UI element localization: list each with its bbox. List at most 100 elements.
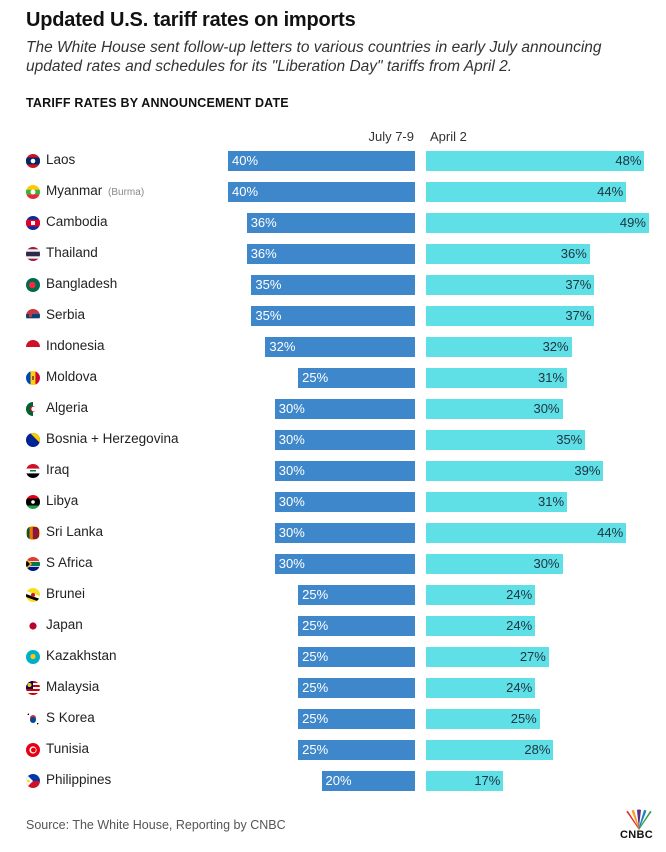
- chart-row-bosnia-herzegovina: Bosnia + Herzegovina 30% 35%: [0, 427, 666, 458]
- chart-title: Updated U.S. tariff rates on imports: [26, 9, 356, 31]
- country-label: Laos: [46, 152, 76, 167]
- country-label: Brunei: [46, 586, 86, 601]
- moldova-flag-icon: [26, 371, 40, 385]
- april-bar: 36%: [426, 244, 590, 264]
- country-label: Moldova: [46, 369, 98, 384]
- brunei-flag-icon: [26, 588, 40, 602]
- chart-row-laos: Laos 40% 48%: [0, 148, 666, 179]
- logo-wordmark: CNBC: [620, 829, 653, 841]
- country-label: Sri Lanka: [46, 524, 104, 539]
- july-bar: 30%: [274, 523, 415, 543]
- july-bar: 36%: [246, 213, 415, 233]
- peacock-logo-icon: [626, 809, 652, 830]
- country-label: Libya: [46, 493, 79, 508]
- laos-flag-icon: [26, 154, 40, 168]
- july-bar: 35%: [251, 275, 415, 295]
- country-label: Bangladesh: [46, 276, 118, 291]
- july-bar: 25%: [298, 647, 415, 667]
- july-column-header: July 7-9: [368, 129, 414, 144]
- chart-row-malaysia: Malaysia 25% 24%: [0, 675, 666, 706]
- chart-rows: Laos 40% 48% Myanmar (Burma) 40% 44% Cambodia 3…: [0, 148, 666, 799]
- april-bar: 44%: [426, 182, 627, 202]
- july-bar: 40%: [228, 151, 415, 171]
- chart-row-iraq: Iraq 30% 39%: [0, 458, 666, 489]
- april-bar: 35%: [426, 430, 586, 450]
- bangladesh-flag-icon: [26, 278, 40, 292]
- country-label: Algeria: [46, 400, 89, 415]
- april-bar: 25%: [426, 709, 540, 729]
- iraq-flag-icon: [26, 464, 40, 478]
- chart-row-japan: Japan 25% 24%: [0, 613, 666, 644]
- japan-flag-icon: [26, 619, 40, 633]
- april-bar: 27%: [426, 647, 549, 667]
- april-bar: 17%: [426, 771, 504, 791]
- chart-row-serbia: Serbia 35% 37%: [0, 303, 666, 334]
- chart-row-indonesia: Indonesia 32% 32%: [0, 334, 666, 365]
- chart-row-sri-lanka: Sri Lanka 30% 44%: [0, 520, 666, 551]
- algeria-flag-icon: [26, 402, 40, 416]
- thailand-flag-icon: [26, 247, 40, 261]
- country-label: Serbia: [46, 307, 86, 322]
- april-bar: 49%: [426, 213, 649, 233]
- april-bar: 37%: [426, 275, 595, 295]
- libya-flag-icon: [26, 495, 40, 509]
- july-bar: 30%: [274, 430, 415, 450]
- south-africa-flag-icon: [26, 557, 40, 571]
- chart-row-libya: Libya 30% 31%: [0, 489, 666, 520]
- july-bar: 36%: [246, 244, 415, 264]
- april-bar: 30%: [426, 399, 563, 419]
- july-bar: 25%: [298, 740, 415, 760]
- country-label: Bosnia + Herzegovina: [46, 431, 179, 446]
- july-bar: 30%: [274, 399, 415, 419]
- chart-row-cambodia: Cambodia 36% 49%: [0, 210, 666, 241]
- chart-row-tunisia: Tunisia 25% 28%: [0, 737, 666, 768]
- country-label: S Korea: [46, 710, 95, 725]
- april-bar: 31%: [426, 492, 568, 512]
- indonesia-flag-icon: [26, 340, 40, 354]
- april-bar: 24%: [426, 585, 536, 605]
- country-label: Thailand: [46, 245, 98, 260]
- july-bar: 25%: [298, 616, 415, 636]
- kazakhstan-flag-icon: [26, 650, 40, 664]
- july-bar: 25%: [298, 709, 415, 729]
- july-bar: 32%: [265, 337, 415, 357]
- serbia-flag-icon: [26, 309, 40, 323]
- july-bar: 35%: [251, 306, 415, 326]
- tunisia-flag-icon: [26, 743, 40, 757]
- july-bar: 30%: [274, 461, 415, 481]
- philippines-flag-icon: [26, 774, 40, 788]
- july-bar: 30%: [274, 554, 415, 574]
- country-label: Kazakhstan: [46, 648, 117, 663]
- country-label: Japan: [46, 617, 83, 632]
- april-bar: 37%: [426, 306, 595, 326]
- april-bar: 48%: [426, 151, 645, 171]
- chart-row-kazakhstan: Kazakhstan 25% 27%: [0, 644, 666, 675]
- cambodia-flag-icon: [26, 216, 40, 230]
- july-bar: 25%: [298, 678, 415, 698]
- july-bar: 30%: [274, 492, 415, 512]
- april-column-header: April 2: [430, 129, 467, 144]
- chart-row-myanmar: Myanmar (Burma) 40% 44%: [0, 179, 666, 210]
- april-bar: 32%: [426, 337, 572, 357]
- april-bar: 39%: [426, 461, 604, 481]
- chart-row-brunei: Brunei 25% 24%: [0, 582, 666, 613]
- sri-lanka-flag-icon: [26, 526, 40, 540]
- south-korea-flag-icon: [26, 712, 40, 726]
- july-bar: 25%: [298, 585, 415, 605]
- chart-row-thailand: Thailand 36% 36%: [0, 241, 666, 272]
- chart-row-philippines: Philippines 20% 17%: [0, 768, 666, 799]
- myanmar-flag-icon: [26, 185, 40, 199]
- country-label: S Africa: [46, 555, 93, 570]
- july-bar: 40%: [228, 182, 415, 202]
- july-bar: 20%: [321, 771, 415, 791]
- april-bar: 28%: [426, 740, 554, 760]
- country-label: Tunisia: [46, 741, 90, 756]
- source-note: Source: The White House, Reporting by CN…: [26, 818, 286, 832]
- country-label: Philippines: [46, 772, 112, 787]
- april-bar: 44%: [426, 523, 627, 543]
- july-bar: 25%: [298, 368, 415, 388]
- april-bar: 30%: [426, 554, 563, 574]
- chart-row-moldova: Moldova 25% 31%: [0, 365, 666, 396]
- chart-row-algeria: Algeria 30% 30%: [0, 396, 666, 427]
- country-label: Cambodia: [46, 214, 108, 229]
